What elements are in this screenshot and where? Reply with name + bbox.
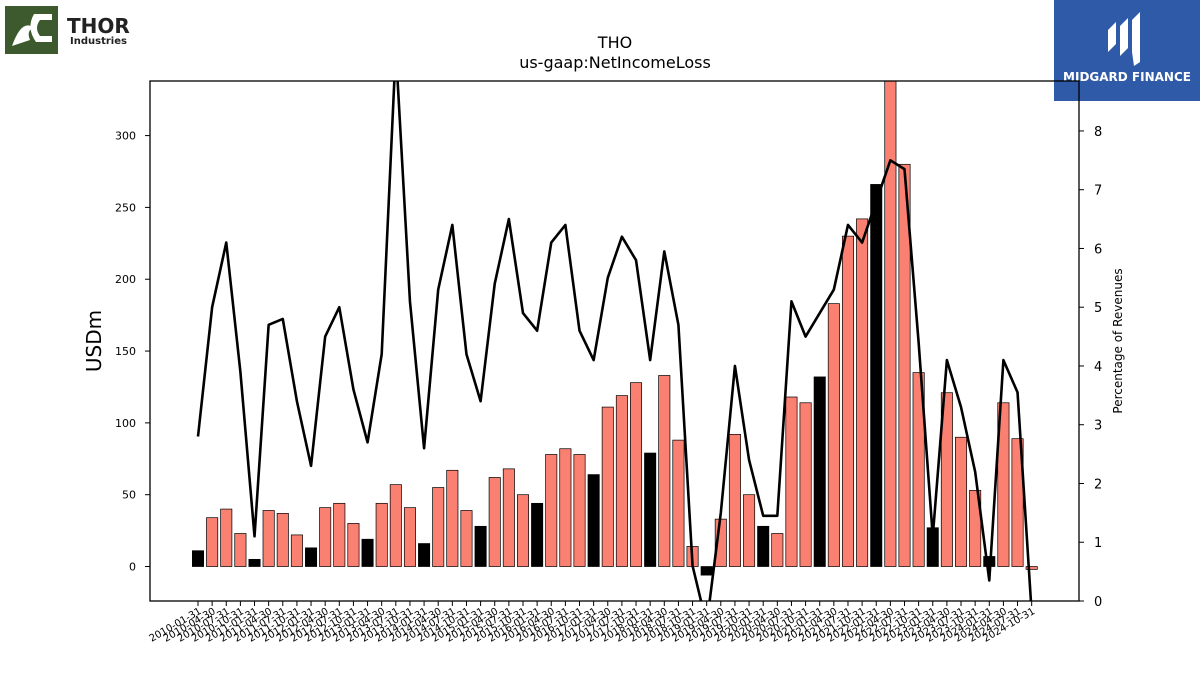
y-tick-label: 100 [115,417,136,430]
bar-2012-10-31 [347,523,360,567]
bar-2017-04-30 [601,406,614,567]
bar-2019-10-31 [743,494,756,567]
midgard-logo-graphic: MIDGARD FINANCE [1063,12,1191,84]
bars-layer [192,81,1038,576]
bar-2015-04-30 [488,477,501,567]
line-layer [196,81,1033,601]
bar-2010-04-30 [206,517,219,567]
bar-2020-01-31 [757,525,770,567]
y-tick-label: 250 [115,201,136,214]
y2-axis-label: Percentage of Revenues [1111,268,1125,413]
bar-2016-01-31 [531,502,544,567]
bar-2012-04-30 [319,507,332,567]
bar-2015-01-31 [474,525,487,567]
bar-2024-10-31 [1025,566,1038,570]
bar-2017-10-31 [630,382,643,567]
bar-2021-10-31 [856,218,869,567]
bar-2011-01-31 [248,558,261,567]
bar-2017-01-31 [587,474,600,567]
bar-2011-04-30 [262,510,275,567]
bar-2015-07-31 [502,468,515,567]
midgard-logo: MIDGARD FINANCE [1054,0,1200,101]
bar-2018-07-31 [672,439,685,567]
bar-2019-07-31 [728,434,741,567]
bar-2014-10-31 [460,510,473,567]
thor-logo-sub: Industries [70,36,127,47]
bar-2011-07-31 [276,513,289,567]
y2-tick-label: 0 [1094,595,1102,610]
y-axis-label: USDm [82,310,106,372]
midgard-logo-mark-right [1132,12,1140,66]
bar-2016-10-31 [573,454,586,567]
bar-2023-10-31 [969,490,982,567]
thor-logo: THOR Industries [4,6,154,58]
bar-2015-10-31 [516,494,529,567]
bar-2010-07-31 [220,508,233,567]
y-axis-left: 0 50 100 150 200 250 300 [115,130,150,574]
y2-tick-label: 5 [1094,301,1102,316]
y-tick-label: 0 [129,561,136,574]
y-tick-label: 150 [115,345,136,358]
bar-2021-04-30 [827,303,840,567]
bar-2022-01-31 [870,184,883,567]
bar-2021-07-31 [841,235,854,567]
bar-2020-04-30 [771,533,784,567]
bar-2022-07-31 [898,163,911,567]
bar-2013-01-31 [361,538,374,567]
bar-2017-07-31 [615,395,628,567]
bar-2014-04-30 [432,487,445,567]
thor-logo-name: THOR [67,14,130,38]
bar-2022-10-31 [912,372,925,567]
bar-2016-07-31 [559,448,572,567]
y-tick-label: 50 [122,489,136,502]
x-axis: 2010-01-312010-04-302010-07-312010-10-31… [148,601,1037,645]
chart-title: THO [597,33,632,52]
thor-logo-graphic: THOR Industries [5,6,130,54]
bar-2023-07-31 [955,436,968,567]
midgard-logo-mark-middle [1120,18,1128,56]
bar-2014-01-31 [418,543,431,567]
thor-logo-road-shape [30,14,52,42]
y-tick-label: 200 [115,273,136,286]
y2-tick-label: 3 [1094,419,1102,434]
y2-tick-label: 2 [1094,477,1102,492]
plot-frame [149,80,1080,602]
y2-tick-label: 1 [1094,536,1102,551]
y-tick-label: 300 [115,130,136,143]
chart-subtitle: us-gaap:NetIncomeLoss [519,53,711,72]
bar-2013-07-31 [389,484,402,567]
bar-2010-01-31 [192,550,205,567]
thor-logo-mountain-shape [12,25,34,46]
bar-2010-10-31 [234,533,247,567]
bar-2021-01-31 [813,376,826,567]
y2-tick-label: 6 [1094,242,1102,257]
bar-2016-04-30 [545,454,558,567]
bar-2022-04-30 [884,81,897,567]
y2-tick-label: 8 [1094,125,1102,140]
bar-2014-07-31 [446,469,459,567]
y2-tick-label: 7 [1094,184,1102,199]
bar-2020-07-31 [785,396,798,567]
bar-2019-01-31 [700,566,713,576]
midgard-logo-mark-left [1108,22,1116,52]
y2-tick-label: 4 [1094,360,1102,375]
percentage-of-revenues-line [196,81,1033,601]
bar-2018-04-30 [658,375,671,567]
bar-2024-07-31 [1011,438,1024,567]
bar-2018-01-31 [644,452,657,567]
bar-2012-07-31 [333,502,346,567]
bar-2013-10-31 [403,507,416,567]
bar-2012-01-31 [305,547,318,567]
bar-2023-04-30 [940,392,953,567]
bar-2020-10-31 [799,402,812,567]
y-axis-right: 0 1 2 3 4 5 6 7 8 [1079,125,1102,610]
bar-2024-04-30 [997,402,1010,567]
bar-2013-04-30 [375,502,388,567]
bar-2011-10-31 [290,534,303,567]
midgard-logo-name: MIDGARD FINANCE [1063,70,1191,84]
